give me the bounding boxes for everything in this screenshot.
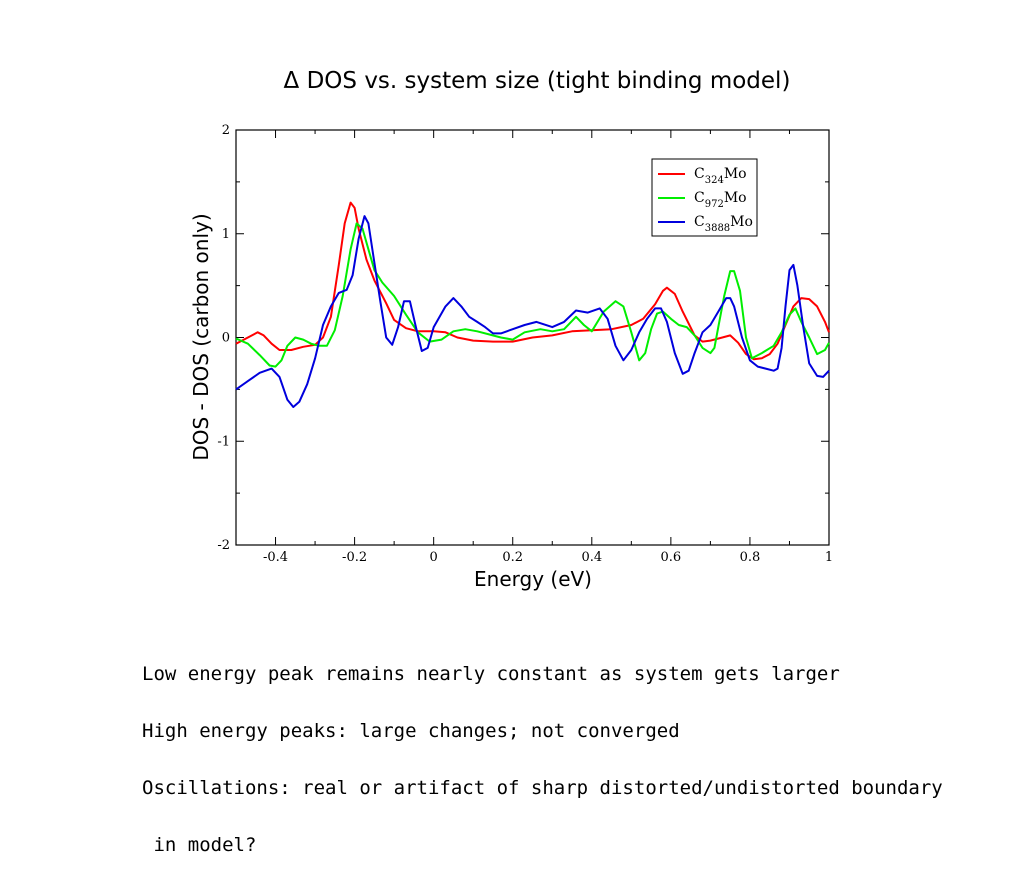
y-tick-label: 2: [222, 123, 230, 138]
series-line-c972mo: [235, 222, 830, 368]
y-tick-label: -2: [217, 538, 230, 553]
x-tick-label: 0.2: [502, 550, 523, 565]
legend: C324Mo C972Mo C3888Mo: [651, 158, 758, 237]
note-line: Oscillations: real or artifact of sharp …: [142, 777, 943, 799]
note-line: Low energy peak remains nearly constant …: [142, 663, 840, 685]
y-axis-label: DOS - DOS (carbon only): [189, 213, 213, 460]
series-line-c3888mo: [235, 215, 830, 408]
x-axis-ticks: -0.4 -0.2 0 0.2 0.4 0.6 0.8 1: [235, 130, 833, 565]
slide-notes: Low energy peak remains nearly constant …: [142, 627, 1002, 893]
note-line: in model?: [142, 834, 257, 856]
note-line: High energy peaks: large changes; not co…: [142, 720, 680, 742]
series-line-c324mo: [235, 201, 830, 361]
x-tick-label: -0.2: [342, 550, 367, 565]
y-tick-label: 0: [222, 331, 230, 346]
x-tick-label: -0.4: [263, 550, 288, 565]
series-lines: [235, 201, 830, 408]
x-tick-label: 0.8: [740, 550, 761, 565]
x-axis-label: Energy (eV): [474, 567, 592, 591]
y-tick-label: 1: [222, 227, 230, 242]
x-tick-label: 0.4: [581, 550, 602, 565]
slide: Δ DOS vs. system size (tight binding mod…: [142, 68, 943, 855]
chart-title: Δ DOS vs. system size (tight binding mod…: [284, 68, 791, 94]
x-tick-label: 1: [825, 550, 833, 565]
y-axis-ticks: -2 -1 0 1 2: [217, 123, 829, 553]
x-tick-label: 0: [430, 550, 438, 565]
y-tick-label: -1: [217, 434, 230, 449]
x-tick-label: 0.6: [661, 550, 682, 565]
legend-label: C972Mo: [694, 190, 747, 210]
legend-label: C3888Mo: [694, 214, 753, 234]
legend-label: C324Mo: [694, 166, 747, 186]
chart: Δ DOS vs. system size (tight binding mod…: [189, 68, 833, 591]
